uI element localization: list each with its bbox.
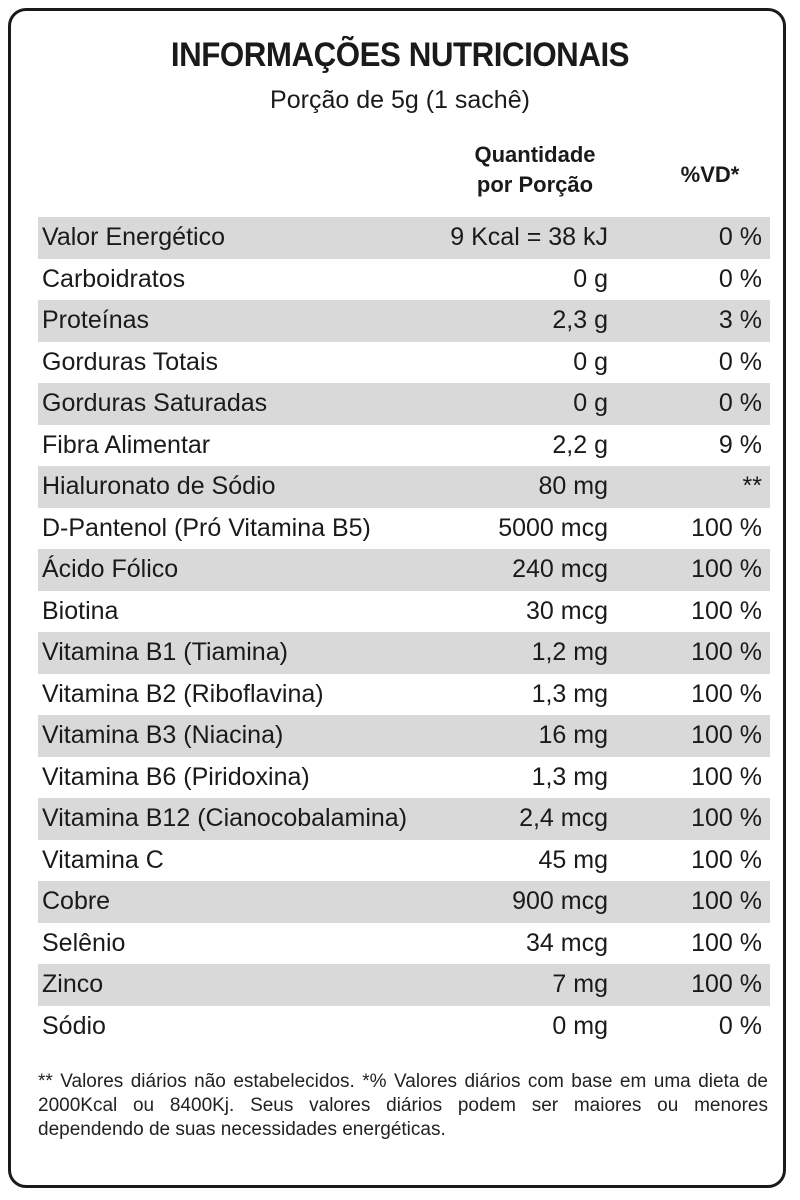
nutrient-vd: 100 %: [691, 970, 762, 998]
nutrient-vd: 0 %: [718, 264, 762, 293]
nutrient-name: Zinco: [42, 970, 104, 998]
table-row: Vitamina B1 (Tiamina) 1,2 mg 100 %: [38, 632, 770, 674]
table-row: Vitamina B12 (Cianocobalamina) 2,4 mcg 100…: [38, 798, 770, 840]
nutrient-name: Vitamina B2 (Riboflavina): [42, 679, 324, 708]
table-row: Vitamina B3 (Niacina) 16 mg 100 %: [38, 715, 770, 757]
vd-column-header: %VD*: [680, 162, 740, 187]
table-row: Sódio 0 mg 0 %: [38, 1006, 770, 1048]
nutrient-name: Hialuronato de Sódio: [42, 472, 276, 500]
quantity-column-header: Quantidade por Porção: [450, 140, 620, 200]
table-row: Vitamina C 45 mg 100 %: [38, 840, 770, 882]
nutrient-name: Ácido Fólico: [42, 555, 179, 583]
nutrient-name: Vitamina B6 (Piridoxina): [42, 762, 310, 791]
nutrient-vd: 100 %: [691, 555, 762, 583]
nutrient-quantity: 1,3 mg: [531, 762, 608, 791]
table-row: Zinco 7 mg 100 %: [38, 964, 770, 1006]
nutrient-quantity: 0 mg: [552, 1011, 608, 1040]
nutrient-name: Vitamina C: [42, 845, 164, 874]
nutrient-quantity: 7 mg: [552, 970, 608, 998]
nutrient-vd: **: [742, 472, 762, 500]
nutrient-vd: 0 %: [718, 1011, 762, 1040]
nutrient-name: Biotina: [42, 596, 119, 625]
nutrient-quantity: 2,2 g: [552, 430, 608, 459]
table-row: Vitamina B6 (Piridoxina) 1,3 mg 100 %: [38, 757, 770, 799]
nutrient-quantity: 900 mcg: [512, 887, 608, 915]
nutrient-quantity: 30 mcg: [526, 596, 608, 625]
table-row: Selênio 34 mcg 100 %: [38, 923, 770, 965]
table-row: Hialuronato de Sódio 80 mg **: [38, 466, 770, 508]
table-row: Biotina 30 mcg 100 %: [38, 591, 770, 633]
nutrient-name: Fibra Alimentar: [42, 430, 211, 459]
nutrient-vd: 100 %: [691, 679, 762, 708]
nutrient-quantity: 45 mg: [538, 845, 608, 874]
nutrient-name: Sódio: [42, 1011, 106, 1040]
table-row: Carboidratos 0 g 0 %: [38, 259, 770, 301]
nutrient-vd: 100 %: [691, 928, 762, 957]
nutrient-name: D-Pantenol (Pró Vitamina B5): [42, 513, 371, 542]
nutrient-quantity: 0 g: [573, 347, 608, 376]
nutrient-name: Gorduras Saturadas: [42, 389, 268, 417]
nutrient-quantity: 0 g: [573, 264, 608, 293]
nutrient-quantity: 0 g: [573, 389, 608, 417]
nutrient-vd: 100 %: [691, 804, 762, 832]
table-row: D-Pantenol (Pró Vitamina B5) 5000 mcg 100 …: [38, 508, 770, 550]
nutrient-vd: 0 %: [718, 389, 762, 417]
nutrient-quantity: 240 mcg: [512, 555, 608, 583]
quantity-header-line1: Quantidade: [474, 142, 596, 167]
nutrient-quantity: 2,3 g: [552, 306, 608, 334]
nutrient-name: Carboidratos: [42, 264, 186, 293]
nutrient-name: Selênio: [42, 928, 126, 957]
nutrient-name: Valor Energético: [42, 223, 225, 251]
nutrient-vd: 100 %: [691, 596, 762, 625]
table-row: Gorduras Totais 0 g 0 %: [38, 342, 770, 384]
nutrient-name: Proteínas: [42, 306, 150, 334]
nutrient-vd: 3 %: [718, 306, 762, 334]
nutrient-quantity: 1,2 mg: [531, 638, 608, 666]
table-row: Gorduras Saturadas 0 g 0 %: [38, 383, 770, 425]
nutrient-name: Cobre: [42, 887, 111, 915]
nutrient-vd: 9 %: [718, 430, 762, 459]
nutrient-vd: 100 %: [691, 721, 762, 749]
nutrient-quantity: 80 mg: [538, 472, 608, 500]
nutrient-vd: 100 %: [691, 887, 762, 915]
nutrient-vd: 0 %: [718, 347, 762, 376]
nutrient-quantity: 2,4 mcg: [519, 804, 608, 832]
nutrient-vd: 0 %: [718, 223, 762, 251]
nutrient-quantity: 34 mcg: [526, 928, 608, 957]
nutrient-name: Vitamina B3 (Niacina): [42, 721, 284, 749]
nutrient-name: Gorduras Totais: [42, 347, 219, 376]
nutrient-vd: 100 %: [691, 762, 762, 791]
table-row: Valor Energético 9 Kcal = 38 kJ 0 %: [38, 217, 770, 259]
nutrient-quantity: 1,3 mg: [531, 679, 608, 708]
nutrient-vd: 100 %: [691, 845, 762, 874]
page-title: INFORMAÇÕES NUTRICIONAIS: [170, 36, 630, 74]
nutrient-quantity: 16 mg: [538, 721, 608, 749]
table-row: Ácido Fólico 240 mcg 100 %: [38, 549, 770, 591]
serving-size: Porção de 5g (1 sachê): [270, 86, 530, 114]
table-row: Cobre 900 mcg 100 %: [38, 881, 770, 923]
table-row: Proteínas 2,3 g 3 %: [38, 300, 770, 342]
nutrient-vd: 100 %: [691, 513, 762, 542]
nutrient-vd: 100 %: [691, 638, 762, 666]
nutrient-quantity: 5000 mcg: [498, 513, 608, 542]
table-row: Fibra Alimentar 2,2 g 9 %: [38, 425, 770, 467]
footnote: ** Valores diários não estabelecidos. *%…: [38, 1071, 768, 1140]
quantity-header-line2: por Porção: [476, 172, 594, 197]
nutrient-quantity: 9 Kcal = 38 kJ: [450, 223, 608, 251]
nutrient-name: Vitamina B1 (Tiamina): [42, 638, 288, 666]
label-frame: [8, 8, 786, 1188]
nutrition-table: Valor Energético 9 Kcal = 38 kJ 0 % Carboid…: [38, 217, 770, 1047]
table-row: Vitamina B2 (Riboflavina) 1,3 mg 100 %: [38, 674, 770, 716]
nutrient-name: Vitamina B12 (Cianocobalamina): [42, 804, 408, 832]
